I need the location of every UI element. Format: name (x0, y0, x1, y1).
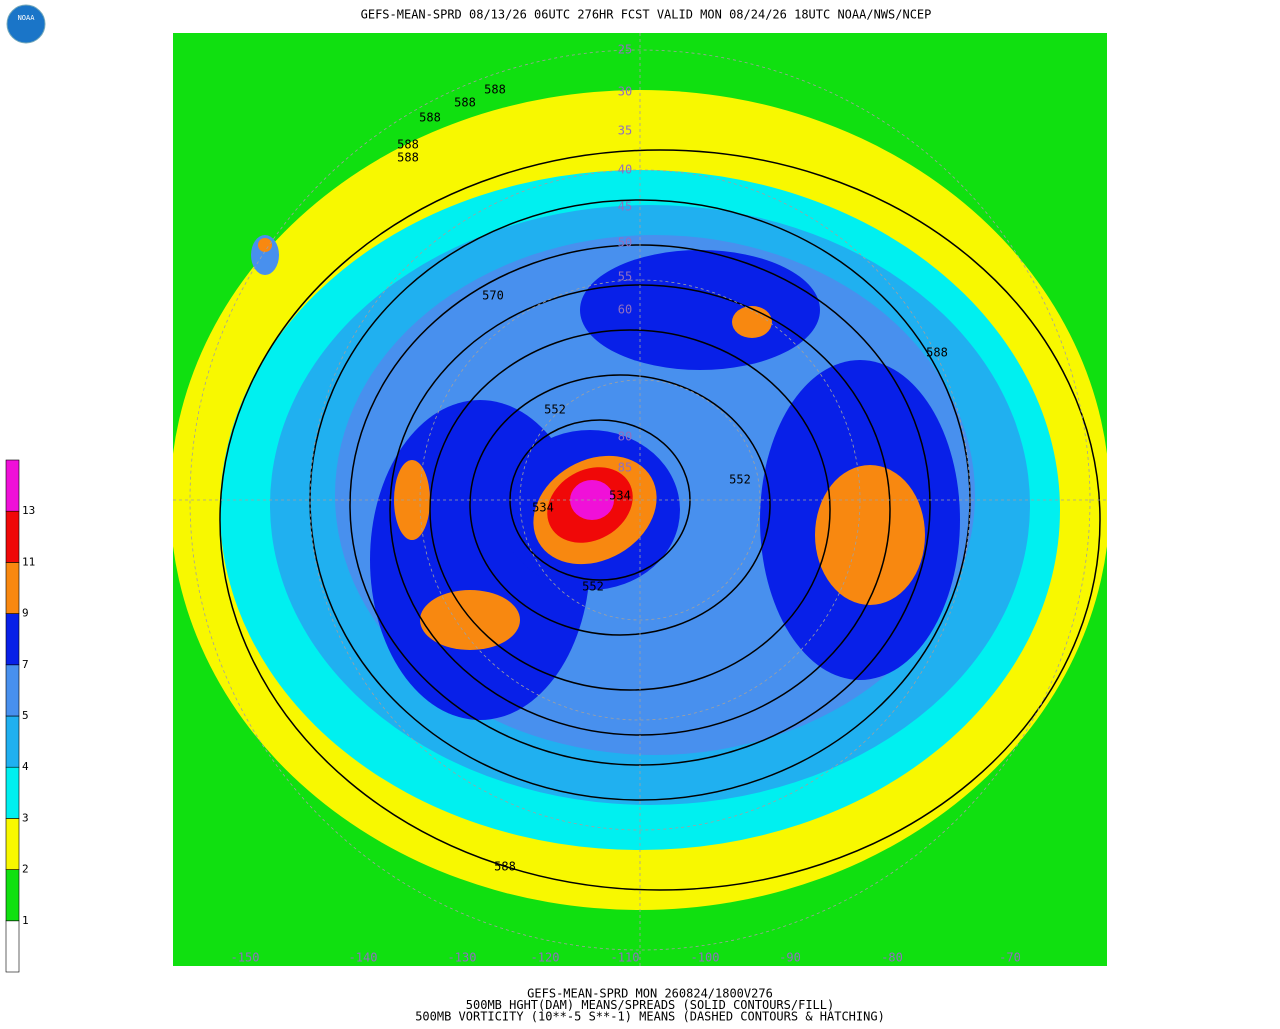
contour-label: 552 (729, 473, 751, 487)
colorbar-label: 5 (22, 709, 29, 722)
colorbar-label: 11 (22, 555, 35, 568)
contour-label: 570 (482, 289, 504, 303)
latitude-label: 30 (618, 85, 632, 99)
colorbar-segment (5, 715, 20, 768)
longitude-label: -150 (231, 951, 260, 965)
footer-line: 500MB HGHT(DAM) MEANS/SPREADS (SOLID CON… (466, 998, 834, 1012)
latitude-label: 35 (618, 124, 632, 138)
longitude-label: -90 (779, 951, 801, 965)
contour-label: 534 (609, 489, 631, 503)
contour-label: 534 (532, 501, 554, 515)
colorbar-segment (5, 613, 20, 666)
longitude-label: -70 (999, 951, 1021, 965)
footer-line: GEFS-MEAN-SPRD MON 260824/1800V276 (527, 987, 773, 1001)
colorbar-segment (5, 818, 20, 870)
longitude-label: -130 (448, 951, 477, 965)
longitude-label: -80 (881, 951, 903, 965)
colorbar-label: 2 (22, 863, 29, 876)
contour-label: 588 (419, 111, 441, 125)
colorbar-segment (5, 766, 20, 819)
longitude-label: -110 (611, 951, 640, 965)
colorbar-segment (5, 920, 20, 973)
contour-label: 588 (454, 96, 476, 110)
contour-label: 588 (397, 151, 419, 165)
title: GEFS-MEAN-SPRD 08/13/26 06UTC 276HR FCST… (361, 8, 932, 22)
contour-label: 588 (484, 83, 506, 97)
contour-label: 552 (544, 403, 566, 417)
latitude-label: 55 (618, 270, 632, 284)
latitude-label: 40 (618, 163, 632, 177)
colorbar-segment (5, 459, 20, 512)
colorbar-label: 7 (22, 658, 29, 671)
colorbar-segment (5, 562, 20, 614)
colorbar-segment (5, 664, 20, 717)
latitude-label: 25 (618, 43, 632, 57)
colorbar-segment (5, 869, 20, 922)
colorbar-segment (5, 510, 20, 563)
latitude-label: 45 (618, 200, 632, 214)
latitude-label: 50 (618, 236, 632, 250)
latitude-label: 80 (618, 430, 632, 444)
latitude-label: 85 (618, 461, 632, 475)
footer-line: 500MB VORTICITY (10**-5 S**-1) MEANS (DA… (415, 1010, 885, 1024)
logo-text: NOAA (18, 14, 36, 22)
colorbar-label: 3 (22, 811, 29, 824)
colorbar-label: 9 (22, 607, 29, 620)
latitude-label: 60 (618, 303, 632, 317)
contour-label: 588 (494, 860, 516, 874)
contour-label: 588 (397, 138, 419, 152)
colorbar-label: 1 (22, 914, 29, 927)
longitude-label: -100 (691, 951, 720, 965)
map (173, 33, 1107, 966)
contour-label: 552 (582, 580, 604, 594)
longitude-label: -140 (349, 951, 378, 965)
noaa-logo (6, 4, 46, 44)
colorbar-label: 4 (22, 760, 29, 773)
contour-label: 588 (926, 346, 948, 360)
longitude-label: -120 (531, 951, 560, 965)
colorbar-label: 13 (22, 504, 35, 517)
